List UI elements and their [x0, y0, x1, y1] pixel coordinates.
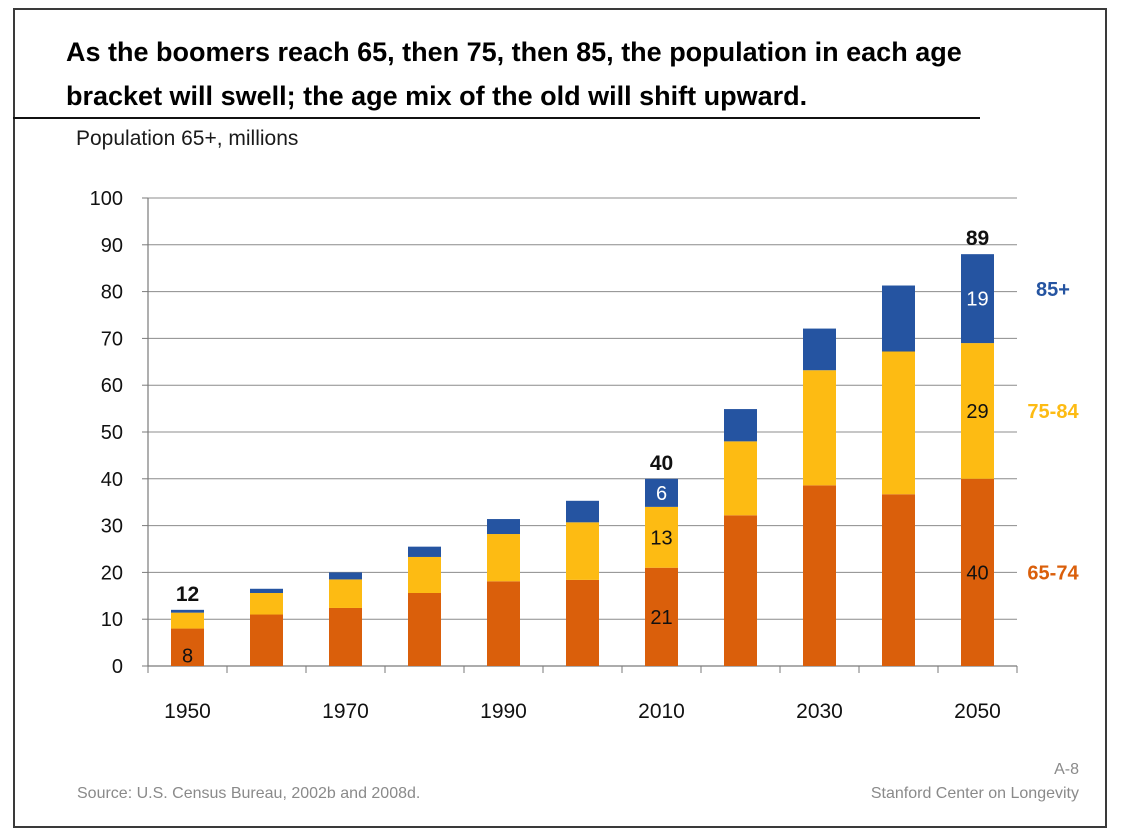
x-tick-label: 1990	[480, 700, 527, 723]
y-tick-label: 30	[101, 516, 123, 538]
bar-segment-85plus-1950	[171, 609, 204, 613]
source-note: Source: U.S. Census Bureau, 2002b and 20…	[77, 785, 421, 802]
bar-segment-65-74-1990	[487, 581, 520, 666]
x-tick-label: 1950	[164, 700, 211, 723]
y-tick-label: 50	[101, 422, 123, 444]
bar-segment-75-84-2050	[961, 343, 994, 479]
bar-segment-75-84-2040	[882, 351, 915, 495]
bar-segment-65-74-2020	[724, 515, 757, 666]
segment-value-label: 13	[650, 527, 672, 549]
bar-segment-65-74-1980	[408, 592, 441, 666]
slide-title: As the boomers reach 65, then 75, then 8…	[66, 37, 962, 111]
bar-segment-65-74-2050	[961, 478, 994, 666]
bar-segment-65-74-1950	[171, 628, 204, 666]
bar-segment-85plus-1970	[329, 572, 362, 580]
bar-segment-75-84-2030	[803, 370, 836, 486]
bar-segment-65-74-1960	[250, 614, 283, 666]
bar-segment-65-74-2010	[645, 567, 678, 666]
y-tick-label: 10	[101, 609, 123, 631]
segment-value-label: 21	[650, 607, 672, 629]
x-tick-label: 2010	[638, 700, 685, 723]
segment-value-label: 19	[966, 289, 988, 311]
y-tick-label: 100	[90, 188, 123, 210]
bar-segment-85plus-1990	[487, 519, 520, 535]
y-tick-label: 0	[112, 656, 123, 678]
bar-segment-75-84-1960	[250, 592, 283, 615]
y-tick-label: 90	[101, 235, 123, 257]
bar-segment-85plus-2010	[645, 478, 678, 507]
bar-segment-75-84-1990	[487, 534, 520, 582]
y-axis-caption: Population 65+, millions	[76, 127, 299, 150]
bar-segment-75-84-1980	[408, 556, 441, 593]
bar-segment-85plus-2000	[566, 500, 599, 523]
bar-total-label: 40	[650, 452, 673, 475]
bar-segment-65-74-1970	[329, 607, 362, 666]
bar-segment-85plus-2030	[803, 328, 836, 371]
bar-segment-75-84-1950	[171, 612, 204, 629]
bar-segment-75-84-1970	[329, 579, 362, 608]
bar-segment-65-74-2030	[803, 485, 836, 666]
segment-value-label: 8	[182, 645, 193, 667]
y-tick-label: 80	[101, 282, 123, 304]
segment-value-label: 29	[966, 401, 988, 423]
bar-segment-85plus-1980	[408, 546, 441, 557]
organization-credit: Stanford Center on Longevity	[870, 785, 1079, 802]
bar-segment-75-84-2010	[645, 506, 678, 568]
segment-value-label: 40	[966, 562, 988, 584]
title-underline	[13, 117, 980, 119]
bar-segment-65-74-2040	[882, 494, 915, 666]
bar-segment-85plus-1960	[250, 588, 283, 593]
legend-label-75-84: 75-84	[1027, 401, 1079, 423]
slide-code: A-8	[1054, 761, 1079, 778]
y-tick-label: 20	[101, 562, 123, 584]
x-tick-label: 2050	[954, 700, 1001, 723]
y-tick-label: 70	[101, 328, 123, 350]
bar-segment-85plus-2020	[724, 409, 757, 442]
legend-label-85plus: 85+	[1036, 279, 1070, 301]
slide-frame	[13, 8, 1107, 828]
bar-segment-85plus-2050	[961, 254, 994, 344]
x-tick-label: 2030	[796, 700, 843, 723]
x-tick-label: 1970	[322, 700, 369, 723]
bar-segment-85plus-2040	[882, 285, 915, 352]
legend-label-65-74: 65-74	[1027, 562, 1079, 584]
segment-value-label: 6	[656, 483, 667, 505]
y-tick-label: 60	[101, 375, 123, 397]
y-tick-label: 40	[101, 469, 123, 491]
bar-total-label: 12	[176, 583, 199, 606]
bar-segment-65-74-2000	[566, 579, 599, 666]
bar-total-label: 89	[966, 227, 989, 250]
bar-segment-75-84-2000	[566, 522, 599, 580]
bar-segment-75-84-2020	[724, 441, 757, 516]
